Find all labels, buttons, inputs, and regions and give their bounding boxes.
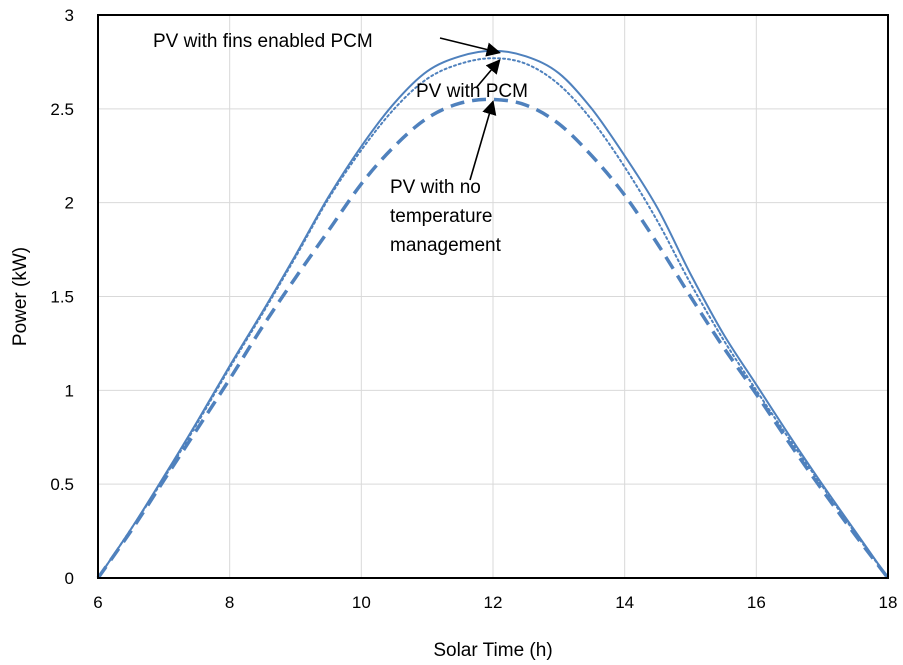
annotation-2: PV with PCM — [416, 59, 528, 102]
y-axis-title: Power (kW) — [10, 247, 31, 346]
x-tick-label: 18 — [879, 593, 898, 612]
annotation-label-line: management — [390, 235, 502, 256]
y-tick-label: 1 — [65, 381, 74, 400]
y-tick-label: 1.5 — [50, 288, 74, 307]
plot-area-frame — [97, 14, 889, 579]
y-tick-label: 0 — [65, 569, 74, 588]
x-tick-label: 6 — [93, 593, 102, 612]
annotation-label-line: PV with fins enabled PCM — [153, 31, 373, 52]
y-tick-label: 0.5 — [50, 475, 74, 494]
y-tick-label: 2 — [65, 194, 74, 213]
annotation-label: PV with fins enabled PCM — [153, 31, 373, 52]
x-axis-title: Solar Time (h) — [433, 640, 552, 661]
y-tick-label: 3 — [65, 6, 74, 25]
annotation-arrow — [469, 100, 497, 181]
x-tick-label: 8 — [225, 593, 234, 612]
annotation-1: PV with fins enabled PCM — [153, 31, 501, 57]
x-tick-label: 10 — [352, 593, 371, 612]
series-line-no-temperature-management — [96, 97, 890, 580]
annotation-arrow — [439, 37, 501, 57]
y-tick-label: 2.5 — [50, 100, 74, 119]
annotations: PV with fins enabled PCM PV with PCM PV wi… — [153, 31, 528, 256]
series-line-pcm — [97, 57, 889, 579]
annotation-label-line: PV with no — [390, 177, 481, 198]
x-tick-label: 16 — [747, 593, 766, 612]
annotation-label-line: temperature — [390, 206, 492, 227]
tick-labels: 6 8 10 12 14 16 18 0 0.5 1 1.5 2 2.5 3 — [50, 6, 897, 612]
annotation-label: PV with no temperature management — [390, 177, 502, 256]
x-tick-label: 12 — [484, 593, 503, 612]
annotation-arrow — [475, 59, 501, 89]
annotation-3: PV with no temperature management — [390, 100, 502, 256]
annotation-label: PV with PCM — [416, 81, 528, 102]
x-tick-label: 14 — [615, 593, 634, 612]
annotation-label-line: PV with PCM — [416, 81, 528, 102]
